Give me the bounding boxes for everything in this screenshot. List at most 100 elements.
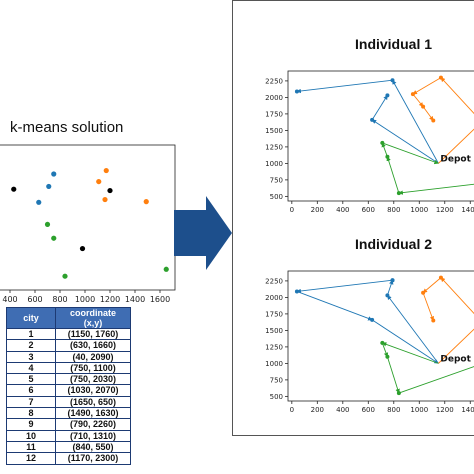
- coordinate-cell: (710, 1310): [55, 429, 131, 442]
- city-cell: 3: [6, 350, 56, 363]
- route-city-point: [385, 93, 390, 98]
- table-row: 4 (750, 1100): [6, 361, 131, 375]
- y-tick-label: 500: [270, 393, 283, 401]
- coordinate-cell: (1650, 650): [55, 395, 131, 409]
- route-city-point: [380, 140, 385, 145]
- x-tick-label: 800: [52, 295, 67, 304]
- city-point: [103, 167, 109, 174]
- city-cell: 4: [6, 361, 56, 375]
- table-row: 11 (840, 550): [6, 440, 131, 454]
- route-arrow: [398, 366, 474, 394]
- city-cell: 9: [6, 418, 56, 431]
- route-arrow: [371, 119, 439, 164]
- x-tick-label: 600: [362, 206, 375, 214]
- city-cell: 10: [6, 429, 56, 442]
- route-arrow: [440, 77, 474, 115]
- route-city-point: [438, 75, 443, 80]
- route-arrow: [438, 128, 474, 164]
- kmeans-title: k-means solution: [10, 119, 124, 136]
- route-city-point: [390, 278, 395, 283]
- route-city-point: [294, 89, 299, 94]
- centroid-point: [107, 187, 113, 194]
- y-tick-label: 2000: [265, 94, 283, 102]
- route-city-point: [431, 318, 436, 323]
- kmeans-plot-frame: [0, 144, 176, 291]
- x-tick-label: 600: [27, 295, 42, 304]
- coordinate-cell: (1150, 1760): [55, 327, 131, 341]
- y-tick-label: 500: [270, 193, 283, 201]
- y-tick-label: 1000: [265, 360, 283, 368]
- route-city-point: [385, 354, 390, 359]
- route-arrow: [392, 79, 439, 164]
- coordinate-column-header: coordinate (x,y): [55, 307, 131, 329]
- route-arrow: [387, 295, 439, 364]
- city-point: [36, 199, 42, 205]
- x-tick-label: 0: [290, 406, 294, 414]
- y-tick-label: 1750: [265, 310, 283, 318]
- individual-1-title: Individual 1: [355, 36, 433, 52]
- table-row: 6 (1030, 2070): [6, 384, 131, 397]
- y-tick-label: 2250: [265, 277, 283, 285]
- city-point: [46, 183, 52, 190]
- y-tick-label: 1500: [265, 327, 283, 335]
- city-point: [44, 221, 51, 228]
- coordinate-cell: (750, 2030): [55, 373, 131, 386]
- route-city-point: [380, 340, 385, 345]
- table-row: 12 (1170, 2300): [6, 452, 131, 465]
- route-city-point: [385, 293, 390, 298]
- route-arrow: [296, 291, 373, 321]
- y-tick-label: 1750: [265, 110, 283, 118]
- coordinate-cell: (1030, 2070): [55, 384, 131, 397]
- route-arrow: [381, 342, 389, 358]
- city-coordinate-table: city coordinate (x,y) 1 (1150, 1760) 2 (630…: [6, 307, 131, 465]
- city-cell: 2: [6, 339, 56, 352]
- coordinate-cell: (750, 1100): [55, 361, 131, 375]
- x-tick-label: 1000: [75, 295, 95, 304]
- city-cell: 1: [6, 327, 56, 341]
- y-tick-label: 750: [270, 376, 283, 384]
- depot-label: Depot: [440, 354, 471, 364]
- table-row: 10 (710, 1310): [6, 429, 131, 442]
- y-tick-label: 2250: [265, 77, 283, 85]
- route-city-point: [294, 289, 299, 294]
- route-city-point: [370, 317, 375, 322]
- x-tick-label: 1400: [461, 206, 474, 214]
- city-point: [51, 171, 57, 177]
- route-arrow: [386, 156, 400, 194]
- x-tick-label: 1400: [461, 406, 474, 414]
- city-point: [62, 273, 68, 279]
- coordinate-cell: (40, 2090): [55, 350, 131, 363]
- city-cell: 7: [6, 395, 56, 409]
- route-plot-frame: [287, 70, 474, 202]
- route-arrow: [386, 279, 394, 296]
- coordinate-cell: (630, 1660): [55, 339, 131, 352]
- route-city-point: [421, 104, 426, 109]
- route-arrow: [438, 328, 474, 364]
- x-tick-label: 600: [362, 406, 375, 414]
- route-city-point: [421, 290, 426, 295]
- route-city-point: [431, 118, 436, 123]
- x-tick-label: 1200: [100, 295, 120, 304]
- y-tick-label: 1250: [265, 143, 283, 151]
- route-arrow: [422, 106, 434, 121]
- city-point: [102, 196, 108, 203]
- x-tick-label: 200: [311, 406, 324, 414]
- y-tick-label: 1000: [265, 160, 283, 168]
- route-arrow: [422, 292, 435, 321]
- route-city-point: [396, 391, 401, 396]
- centroid-point: [79, 245, 86, 252]
- x-tick-label: 1200: [436, 406, 454, 414]
- city-point: [51, 235, 57, 241]
- city-cell: 6: [6, 384, 56, 397]
- route-arrow: [382, 142, 439, 165]
- route-city-point: [385, 154, 390, 159]
- route-arrow: [398, 183, 474, 195]
- route-plot-frame: [287, 270, 474, 402]
- table-row: 9 (790, 2260): [6, 418, 131, 431]
- route-arrow: [386, 356, 400, 394]
- x-tick-label: 1600: [150, 295, 170, 304]
- table-row: 2 (630, 1660): [6, 339, 131, 352]
- coordinate-cell: (1490, 1630): [55, 407, 131, 420]
- x-tick-label: 200: [311, 206, 324, 214]
- city-point: [96, 178, 102, 185]
